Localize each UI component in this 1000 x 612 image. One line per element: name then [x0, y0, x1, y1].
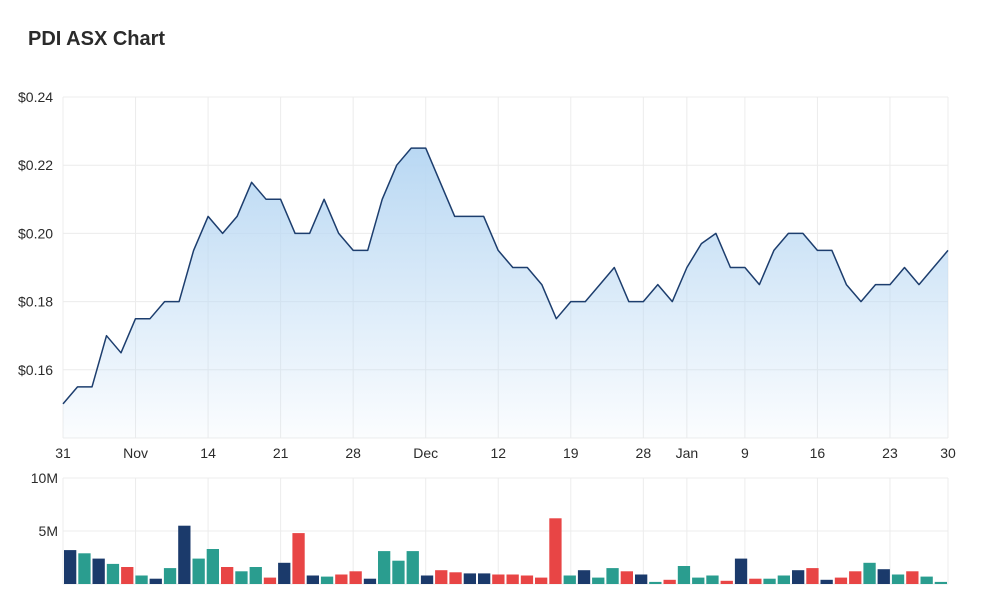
volume-bar — [734, 558, 748, 584]
volume-bar — [92, 558, 105, 584]
volume-bar — [206, 549, 219, 584]
x-tick-label: 16 — [810, 445, 826, 461]
x-tick-label: 14 — [200, 445, 216, 461]
volume-bar — [934, 581, 947, 584]
volume-bar — [178, 525, 191, 584]
volume-bar — [706, 575, 719, 584]
price-area-fill — [63, 148, 948, 438]
volume-bar — [720, 580, 733, 584]
volume-bar — [78, 553, 91, 584]
volume-bar — [820, 579, 833, 584]
volume-bar — [906, 571, 919, 584]
volume-y-axis: 5M 10M — [31, 470, 58, 539]
price-y-tick-label: $0.24 — [18, 89, 53, 105]
volume-bar — [891, 574, 905, 584]
volume-bar — [563, 575, 576, 584]
x-tick-label: 31 — [55, 445, 71, 461]
volume-bar — [64, 550, 77, 584]
volume-bar — [363, 578, 377, 584]
volume-bar — [849, 571, 862, 584]
volume-bar — [834, 577, 848, 584]
volume-bars — [64, 518, 947, 584]
volume-bar — [406, 551, 419, 584]
volume-bar — [149, 578, 162, 584]
volume-bar — [392, 560, 405, 584]
volume-bar — [121, 567, 134, 584]
volume-bar — [163, 568, 177, 584]
volume-bar — [278, 562, 291, 584]
volume-bar — [349, 571, 362, 584]
volume-bar — [677, 566, 691, 584]
volume-bar — [292, 533, 305, 584]
volume-bar — [663, 579, 676, 584]
price-y-tick-label: $0.16 — [18, 362, 53, 378]
x-tick-label: 12 — [490, 445, 506, 461]
volume-bar — [478, 573, 491, 584]
volume-y-tick-label: 5M — [39, 523, 58, 539]
volume-bar — [777, 575, 790, 584]
volume-bar — [435, 570, 448, 584]
volume-bar — [378, 551, 391, 584]
volume-bar — [792, 570, 805, 584]
volume-bar — [520, 575, 534, 584]
volume-bar — [577, 570, 591, 584]
price-line — [62, 147, 949, 405]
volume-bar — [863, 562, 876, 584]
volume-bar — [420, 575, 434, 584]
x-tick-label: 28 — [636, 445, 652, 461]
volume-bar — [920, 576, 933, 584]
volume-bar — [106, 563, 120, 584]
x-tick-label: 30 — [940, 445, 956, 461]
x-tick-label: 23 — [882, 445, 898, 461]
x-tick-label: Jan — [676, 445, 699, 461]
volume-bar — [535, 577, 548, 584]
page-title: PDI ASX Chart — [28, 28, 166, 50]
volume-bar — [649, 581, 662, 584]
volume-bar — [192, 558, 205, 584]
volume-bar — [592, 577, 605, 584]
volume-bar — [135, 575, 148, 584]
volume-y-tick-label: 10M — [31, 470, 58, 486]
price-y-tick-label: $0.20 — [18, 225, 53, 241]
x-tick-label: 19 — [563, 445, 579, 461]
volume-bar — [235, 571, 248, 584]
volume-bar — [320, 576, 334, 584]
x-tick-label: 9 — [741, 445, 749, 461]
volume-bar — [506, 574, 519, 584]
x-tick-label: Dec — [413, 445, 438, 461]
volume-bar — [620, 571, 633, 584]
price-y-axis: $0.16 $0.18 $0.20 $0.22 $0.24 — [18, 89, 53, 378]
volume-bar — [449, 572, 462, 584]
volume-bar — [806, 568, 819, 584]
volume-bar — [492, 574, 505, 584]
volume-bar — [463, 573, 476, 584]
x-tick-label: Nov — [123, 445, 148, 461]
price-x-axis: 31 Nov 14 21 28 Dec 12 19 28 Jan 9 16 23 30 — [55, 445, 956, 461]
price-area-group — [62, 147, 949, 438]
volume-bar — [263, 577, 277, 584]
volume-bar — [549, 518, 562, 584]
volume-bar — [606, 568, 619, 584]
x-tick-label: 21 — [273, 445, 289, 461]
volume-bar — [635, 574, 648, 584]
volume-bar — [692, 577, 705, 584]
volume-bar — [763, 578, 776, 584]
volume-bar — [306, 575, 319, 584]
volume-bar — [249, 567, 262, 584]
x-tick-label: 28 — [345, 445, 361, 461]
price-y-tick-label: $0.18 — [18, 294, 53, 310]
volume-bar — [877, 569, 890, 584]
price-y-tick-label: $0.22 — [18, 157, 53, 173]
volume-bar — [335, 574, 348, 584]
volume-bar — [221, 567, 234, 584]
volume-bar — [749, 578, 762, 584]
